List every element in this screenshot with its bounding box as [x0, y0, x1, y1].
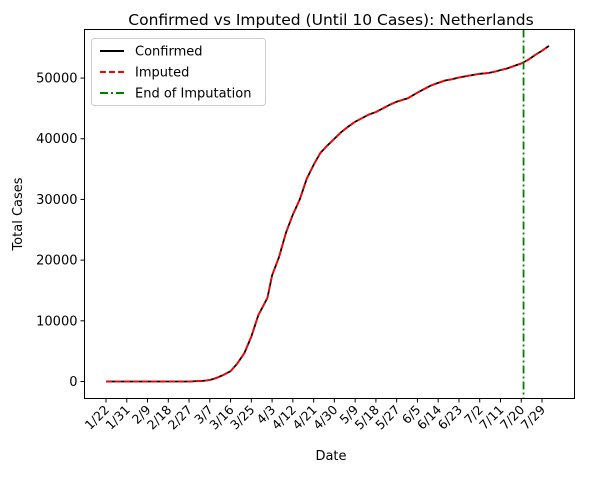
y-tick-label: 0	[69, 375, 77, 390]
y-tick-label: 10000	[36, 314, 77, 329]
x-tick-label: 3/25	[227, 402, 257, 432]
y-tick-label: 40000	[36, 132, 77, 147]
y-tick-label: 30000	[36, 193, 77, 208]
legend: Confirmed Imputed End of Imputation	[91, 38, 266, 106]
x-tick-label: 4/30	[310, 402, 340, 432]
plot-area	[106, 29, 550, 399]
y-tick-label: 50000	[36, 72, 77, 87]
plot-frame	[84, 29, 575, 399]
y-axis: 0 10000 20000 30000 40000 50000	[36, 72, 85, 390]
x-tick-label: 5/27	[372, 402, 402, 432]
legend-label-imputed: Imputed	[135, 66, 189, 81]
x-tick-label: 2/27	[165, 402, 195, 432]
x-tick-label: 6/23	[435, 402, 465, 432]
legend-label-confirmed: Confirmed	[135, 45, 203, 60]
legend-frame	[91, 38, 266, 106]
chart-title: Confirmed vs Imputed (Until 10 Cases): N…	[128, 11, 533, 29]
x-axis: 1/221/312/92/182/273/73/163/254/34/124/2…	[82, 398, 548, 432]
x-tick-label: 1/31	[102, 402, 132, 432]
y-axis-label: Total Cases	[11, 177, 26, 251]
series-line-imputed	[106, 45, 550, 383]
y-tick-label: 20000	[36, 254, 77, 269]
x-tick-label: 7/29	[518, 402, 548, 432]
x-axis-label: Date	[315, 449, 346, 464]
legend-label-end-of-imputation: End of Imputation	[135, 87, 251, 102]
